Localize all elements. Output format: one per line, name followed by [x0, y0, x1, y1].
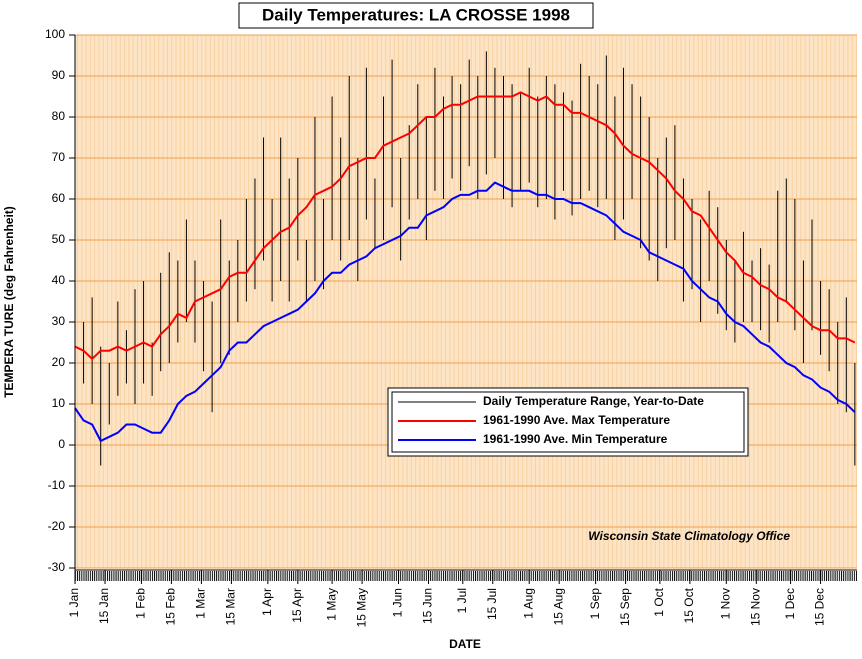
- legend-label: Daily Temperature Range, Year-to-Date: [483, 394, 704, 408]
- annotation: Wisconsin State Climatology Office: [588, 529, 790, 543]
- y-tick-label: 10: [52, 396, 66, 410]
- y-tick-label: 80: [52, 109, 66, 123]
- legend-label: 1961-1990 Ave. Max Temperature: [483, 413, 670, 427]
- x-tick-label: 1 Jan: [67, 588, 81, 617]
- avg-line: [74, 91, 856, 361]
- y-tick-label: 50: [52, 232, 66, 246]
- title-box: [238, 2, 594, 29]
- y-tick-label: 30: [52, 314, 66, 328]
- x-tick-label: 15 Sep: [618, 588, 632, 626]
- x-tick-label: 1 Jul: [455, 588, 469, 613]
- x-tick-label: 15 Feb: [164, 588, 178, 626]
- y-tick-label: -30: [48, 560, 66, 574]
- x-tick-label: 15 Jul: [485, 588, 499, 620]
- x-tick-label: 1 Jun: [391, 588, 405, 617]
- day-ticks: [75, 571, 857, 581]
- legend: Daily Temperature Range, Year-to-Date 196…: [387, 387, 749, 457]
- y-tick-label: 90: [52, 68, 66, 82]
- y-tick-label: 40: [52, 273, 66, 287]
- y-tick-label: 20: [52, 355, 66, 369]
- x-tick-label: 15 Aug: [551, 588, 565, 625]
- legend-inner: [391, 391, 745, 453]
- x-axis-label: DATE: [449, 637, 481, 651]
- y-tick-label: -10: [48, 478, 66, 492]
- x-tick-label: 15 Nov: [748, 588, 762, 626]
- x-tick-label: 15 Jan: [97, 588, 111, 624]
- x-tick-label: 1 Nov: [718, 588, 732, 619]
- y-tick-label: 70: [52, 150, 66, 164]
- x-tick-label: 1 Mar: [194, 588, 208, 619]
- y-tick-label: 60: [52, 191, 66, 205]
- x-tick-label: 1 Aug: [521, 588, 535, 619]
- y-tick-label: 100: [45, 27, 65, 41]
- y-tick-label: 0: [58, 437, 65, 451]
- x-tick-label: 15 Jun: [421, 588, 435, 624]
- avg-line: [74, 181, 856, 443]
- plot-area: [75, 35, 857, 568]
- x-tick-label: 1 Oct: [652, 587, 666, 616]
- x-tick-label: 15 Apr: [290, 588, 304, 623]
- x-tick-label: 1 Sep: [588, 588, 602, 620]
- x-tick-label: 15 Oct: [682, 587, 696, 623]
- x-tick-label: 15 Dec: [813, 588, 827, 626]
- y-tick-label: -20: [48, 519, 66, 533]
- x-tick-label: 15 Mar: [224, 588, 238, 625]
- x-tick-label: 1 Feb: [134, 588, 148, 619]
- legend-label: 1961-1990 Ave. Min Temperature: [483, 432, 668, 446]
- x-tick-label: 15 May: [354, 588, 368, 627]
- x-tick-label: 1 Apr: [260, 588, 274, 616]
- x-tick-label: 1 May: [324, 588, 338, 621]
- chart-title: Daily Temperatures: LA CROSSE 1998: [262, 5, 570, 24]
- x-tick-label: 1 Dec: [783, 588, 797, 619]
- y-axis-label: TEMPERA TURE (deg Fahrenheit): [2, 206, 16, 398]
